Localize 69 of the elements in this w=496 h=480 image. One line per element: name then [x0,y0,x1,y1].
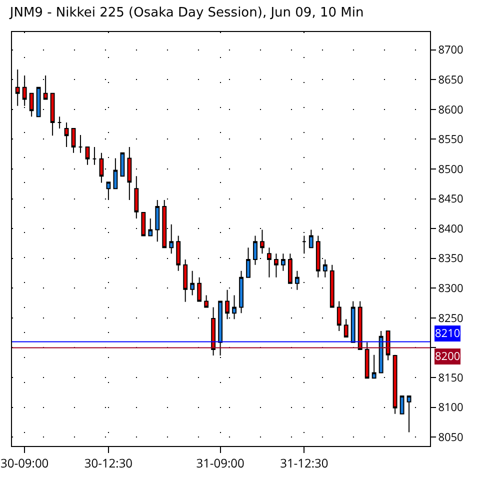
y-tick-label: 8350 [438,251,464,266]
candlestick [232,294,236,320]
candlestick [344,318,348,338]
y-tick-label: 8700 [438,42,464,58]
candlestick [392,354,398,414]
candlestick [372,354,376,379]
candlestick [204,294,209,308]
y-tick-label: 8300 [438,280,464,296]
y-tick-label: 8100 [438,400,464,416]
y-tick-label: 8450 [438,192,464,207]
candlestick [183,259,188,302]
candlestick [85,146,90,166]
candlestick [120,152,125,177]
candlestick [50,92,55,136]
candlestick [78,134,83,154]
candlestick [302,235,306,254]
candlestick [400,395,404,414]
candlestick [246,247,250,278]
candlestick [253,235,258,266]
candlestick [169,224,174,254]
candlestick [281,253,286,272]
x-tick-label: 30-09:00 [0,454,49,472]
candlestick [406,395,412,433]
candlestick [64,122,69,148]
candlestick [106,182,111,200]
candlestick [239,270,244,314]
candlestick [113,158,118,190]
y-tick-label: 8650 [438,72,464,88]
candlestick [358,300,362,350]
candlestick [386,330,390,361]
candlestick [57,116,62,129]
candlestick [127,146,132,200]
candlestick [29,92,34,118]
candlestick [197,276,202,302]
ref-line-label: 8210 [435,326,460,341]
candlestick [141,212,146,236]
candlestick [155,199,160,242]
y-tick-label: 8550 [438,132,464,148]
candlestick [274,253,278,278]
x-tick-label: 31-09:00 [196,454,245,472]
candlestick [71,128,76,154]
candlestick [350,300,356,343]
candlestick [330,264,334,308]
candlestick [211,306,216,356]
candlestick [267,247,272,278]
candlestick [260,229,264,254]
x-tick-label: 30-12:30 [84,454,133,472]
candlestick [176,235,181,272]
candlestick [322,259,328,278]
y-tick-label: 8600 [438,102,464,118]
candlestick [36,86,41,118]
candlestick [308,229,314,248]
ref-line-label: 8200 [435,349,460,364]
y-tick-label: 8250 [438,310,464,326]
y-tick-label: 8500 [438,162,464,177]
candlestick [134,176,139,219]
y-tick-label: 8400 [438,221,464,236]
x-tick-label: 31-12:30 [280,454,328,472]
candlestick [15,69,20,106]
y-tick-label: 8150 [438,370,464,386]
candlestick [336,300,342,332]
y-tick-label: 8050 [438,430,464,445]
candlestick [148,218,153,236]
candlestick [190,270,195,296]
candlestick [294,270,300,290]
candlestick [92,146,97,166]
candlestick [364,342,370,379]
chart-title: JNM9 - Nikkei 225 (Osaka Day Session), Jun 09, 10 Min [8,5,364,20]
candlestick [378,330,384,374]
